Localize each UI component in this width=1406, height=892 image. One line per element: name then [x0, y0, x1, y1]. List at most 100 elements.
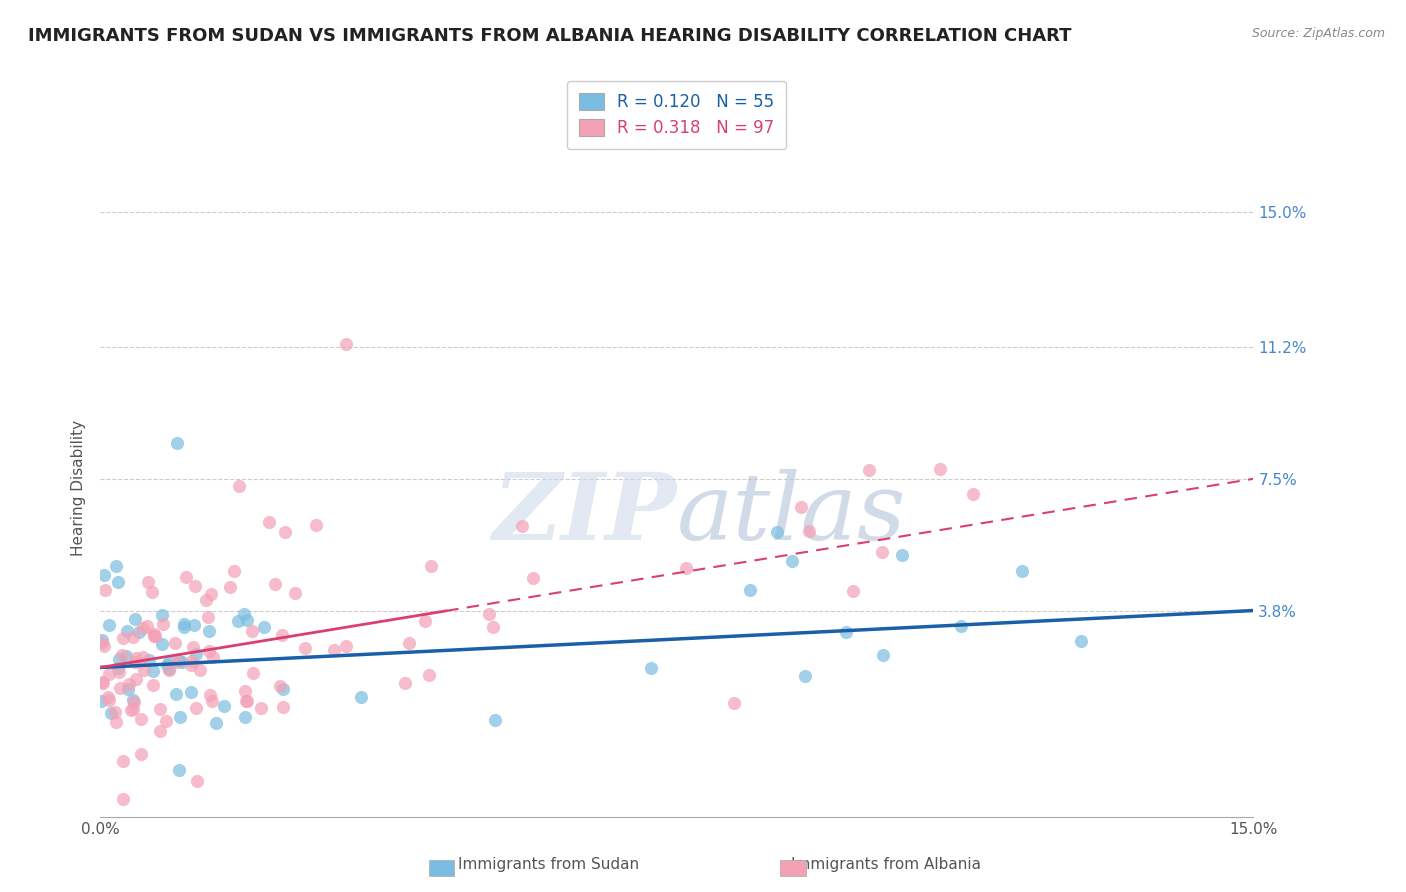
Point: [117, 624, 139, 638]
Point: [124, 655, 146, 669]
Text: Immigrants from Sudan: Immigrants from Sudan: [458, 857, 638, 872]
Point: [304, 517, 326, 532]
Legend: R = 0.120   N = 55, R = 0.318   N = 97: R = 0.120 N = 55, R = 0.318 N = 97: [568, 81, 786, 149]
Point: [793, 668, 815, 682]
Point: [271, 699, 294, 714]
Point: [138, 652, 160, 666]
Point: [93, 567, 115, 582]
Point: [194, 593, 217, 607]
Point: [105, 714, 128, 729]
Point: [150, 637, 173, 651]
Point: [510, 519, 533, 533]
Point: [335, 639, 357, 653]
Text: atlas: atlas: [676, 469, 907, 559]
Point: [790, 500, 813, 514]
Point: [129, 712, 152, 726]
Point: [949, 619, 972, 633]
Point: [90, 694, 112, 708]
Point: [173, 619, 195, 633]
Point: [250, 701, 273, 715]
Point: [112, 754, 135, 768]
Point: [271, 628, 294, 642]
Point: [198, 624, 221, 638]
Point: [107, 661, 129, 675]
Point: [273, 525, 295, 540]
Point: [111, 648, 134, 663]
Point: [136, 574, 159, 589]
Y-axis label: Hearing Disability: Hearing Disability: [72, 419, 86, 556]
Point: [1011, 564, 1033, 578]
Point: [200, 587, 222, 601]
Point: [125, 673, 148, 687]
Point: [233, 607, 256, 621]
Point: [166, 655, 188, 669]
Point: [115, 648, 138, 663]
Point: [174, 570, 197, 584]
Point: [90, 674, 112, 689]
Point: [780, 554, 803, 568]
Point: [723, 696, 745, 710]
Point: [100, 706, 122, 720]
Point: [134, 664, 156, 678]
Point: [93, 639, 115, 653]
Point: [797, 524, 820, 538]
Point: [163, 635, 186, 649]
Point: [1070, 634, 1092, 648]
Point: [125, 650, 148, 665]
Point: [180, 685, 202, 699]
Point: [872, 544, 894, 558]
Point: [181, 640, 204, 655]
Point: [212, 698, 235, 713]
Point: [149, 702, 172, 716]
Point: [228, 479, 250, 493]
Point: [157, 662, 180, 676]
Text: Source: ZipAtlas.com: Source: ZipAtlas.com: [1251, 27, 1385, 40]
Point: [186, 773, 208, 788]
Point: [98, 667, 121, 681]
Point: [201, 694, 224, 708]
Point: [235, 694, 257, 708]
Point: [235, 684, 257, 698]
Point: [640, 660, 662, 674]
Point: [197, 644, 219, 658]
Point: [129, 747, 152, 761]
Point: [180, 658, 202, 673]
Point: [167, 654, 190, 668]
Point: [335, 336, 357, 351]
Point: [122, 695, 145, 709]
Point: [97, 617, 120, 632]
Point: [135, 618, 157, 632]
Point: [132, 650, 155, 665]
Point: [413, 614, 436, 628]
Point: [765, 525, 787, 540]
Point: [420, 558, 443, 573]
Point: [271, 681, 294, 696]
Point: [142, 664, 165, 678]
Point: [202, 650, 225, 665]
Point: [166, 436, 188, 450]
Point: [157, 655, 180, 669]
Point: [152, 616, 174, 631]
Point: [253, 620, 276, 634]
Point: [172, 655, 194, 669]
Point: [165, 687, 187, 701]
Point: [263, 577, 285, 591]
Point: [259, 515, 281, 529]
Point: [219, 580, 242, 594]
Point: [962, 487, 984, 501]
Point: [197, 610, 219, 624]
Point: [121, 701, 143, 715]
Point: [188, 663, 211, 677]
Point: [169, 710, 191, 724]
Text: Immigrants from Albania: Immigrants from Albania: [790, 857, 981, 872]
Point: [835, 625, 858, 640]
Point: [205, 716, 228, 731]
Point: [131, 621, 153, 635]
Point: [97, 690, 120, 705]
Point: [929, 462, 952, 476]
Point: [269, 679, 291, 693]
Point: [675, 561, 697, 575]
Point: [108, 665, 131, 679]
Point: [184, 647, 207, 661]
Point: [128, 625, 150, 640]
